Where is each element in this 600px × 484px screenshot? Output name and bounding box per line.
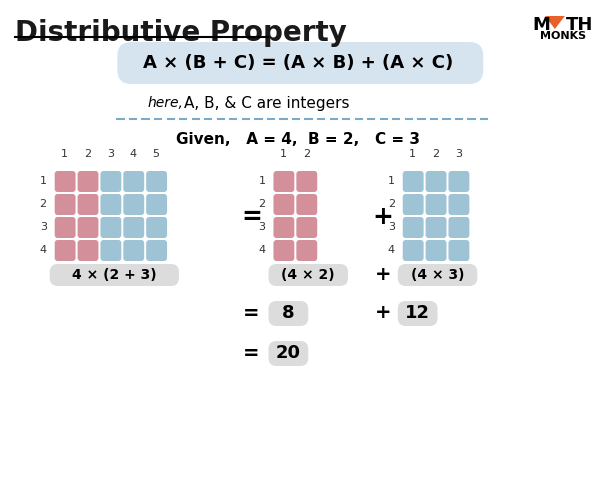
FancyBboxPatch shape bbox=[448, 217, 469, 238]
Text: 2: 2 bbox=[40, 199, 47, 209]
FancyBboxPatch shape bbox=[425, 217, 446, 238]
FancyBboxPatch shape bbox=[55, 217, 76, 238]
Text: 4: 4 bbox=[259, 245, 266, 255]
Text: MONKS: MONKS bbox=[540, 31, 586, 41]
FancyBboxPatch shape bbox=[448, 240, 469, 261]
FancyBboxPatch shape bbox=[403, 240, 424, 261]
FancyBboxPatch shape bbox=[425, 240, 446, 261]
FancyBboxPatch shape bbox=[448, 171, 469, 192]
Text: 1: 1 bbox=[388, 176, 395, 186]
FancyBboxPatch shape bbox=[296, 217, 317, 238]
FancyBboxPatch shape bbox=[77, 171, 98, 192]
Text: TH: TH bbox=[566, 16, 593, 34]
FancyBboxPatch shape bbox=[77, 194, 98, 215]
Text: 3: 3 bbox=[388, 222, 395, 232]
Text: 1: 1 bbox=[40, 176, 47, 186]
Text: 2: 2 bbox=[388, 199, 395, 209]
Text: 3: 3 bbox=[107, 149, 114, 159]
FancyBboxPatch shape bbox=[268, 264, 348, 286]
FancyBboxPatch shape bbox=[403, 217, 424, 238]
FancyBboxPatch shape bbox=[124, 240, 144, 261]
FancyBboxPatch shape bbox=[398, 301, 437, 326]
FancyBboxPatch shape bbox=[146, 240, 167, 261]
Text: 3: 3 bbox=[40, 222, 47, 232]
Text: 1: 1 bbox=[259, 176, 266, 186]
Text: 2: 2 bbox=[432, 149, 439, 159]
Text: =: = bbox=[241, 205, 262, 229]
FancyBboxPatch shape bbox=[124, 171, 144, 192]
FancyBboxPatch shape bbox=[296, 171, 317, 192]
FancyBboxPatch shape bbox=[403, 194, 424, 215]
FancyBboxPatch shape bbox=[100, 171, 121, 192]
FancyBboxPatch shape bbox=[146, 171, 167, 192]
Text: M: M bbox=[532, 16, 550, 34]
Text: A, B, & C are integers: A, B, & C are integers bbox=[184, 96, 349, 111]
FancyBboxPatch shape bbox=[124, 194, 144, 215]
Text: (4 × 3): (4 × 3) bbox=[411, 268, 464, 282]
Text: 3: 3 bbox=[455, 149, 462, 159]
Text: here,: here, bbox=[147, 96, 183, 110]
FancyBboxPatch shape bbox=[124, 217, 144, 238]
Text: 12: 12 bbox=[405, 304, 430, 322]
Text: Distributive Property: Distributive Property bbox=[15, 19, 347, 47]
FancyBboxPatch shape bbox=[77, 240, 98, 261]
FancyBboxPatch shape bbox=[100, 217, 121, 238]
FancyBboxPatch shape bbox=[274, 171, 295, 192]
Text: A × (B + C) = (A × B) + (A × C): A × (B + C) = (A × B) + (A × C) bbox=[143, 54, 454, 72]
FancyBboxPatch shape bbox=[274, 217, 295, 238]
Text: +: + bbox=[373, 205, 393, 229]
FancyBboxPatch shape bbox=[296, 194, 317, 215]
FancyBboxPatch shape bbox=[268, 341, 308, 366]
Text: 3: 3 bbox=[259, 222, 266, 232]
FancyBboxPatch shape bbox=[274, 240, 295, 261]
Text: 1: 1 bbox=[61, 149, 68, 159]
Text: 1: 1 bbox=[280, 149, 287, 159]
Text: 8: 8 bbox=[282, 304, 295, 322]
FancyBboxPatch shape bbox=[448, 194, 469, 215]
FancyBboxPatch shape bbox=[398, 264, 478, 286]
FancyBboxPatch shape bbox=[55, 171, 76, 192]
Text: 1: 1 bbox=[409, 149, 416, 159]
Text: 2: 2 bbox=[259, 199, 266, 209]
FancyBboxPatch shape bbox=[100, 240, 121, 261]
Text: 4 × (2 + 3): 4 × (2 + 3) bbox=[72, 268, 157, 282]
Text: 5: 5 bbox=[152, 149, 160, 159]
Text: (4 × 2): (4 × 2) bbox=[281, 268, 335, 282]
Text: +: + bbox=[374, 303, 391, 322]
Text: =: = bbox=[244, 303, 260, 322]
Polygon shape bbox=[545, 16, 565, 29]
Text: 4: 4 bbox=[40, 245, 47, 255]
FancyBboxPatch shape bbox=[425, 194, 446, 215]
FancyBboxPatch shape bbox=[274, 194, 295, 215]
Text: 20: 20 bbox=[276, 344, 301, 362]
FancyBboxPatch shape bbox=[296, 240, 317, 261]
FancyBboxPatch shape bbox=[100, 194, 121, 215]
FancyBboxPatch shape bbox=[403, 171, 424, 192]
FancyBboxPatch shape bbox=[425, 171, 446, 192]
Text: Given,   A = 4,  B = 2,   C = 3: Given, A = 4, B = 2, C = 3 bbox=[176, 132, 421, 147]
Text: 2: 2 bbox=[303, 149, 310, 159]
FancyBboxPatch shape bbox=[55, 194, 76, 215]
FancyBboxPatch shape bbox=[55, 240, 76, 261]
FancyBboxPatch shape bbox=[77, 217, 98, 238]
Text: 2: 2 bbox=[84, 149, 91, 159]
Text: 4: 4 bbox=[130, 149, 137, 159]
FancyBboxPatch shape bbox=[268, 301, 308, 326]
Text: 4: 4 bbox=[388, 245, 395, 255]
FancyBboxPatch shape bbox=[146, 217, 167, 238]
FancyBboxPatch shape bbox=[118, 42, 483, 84]
Text: =: = bbox=[244, 344, 260, 363]
Text: +: + bbox=[374, 266, 391, 285]
FancyBboxPatch shape bbox=[146, 194, 167, 215]
FancyBboxPatch shape bbox=[50, 264, 179, 286]
